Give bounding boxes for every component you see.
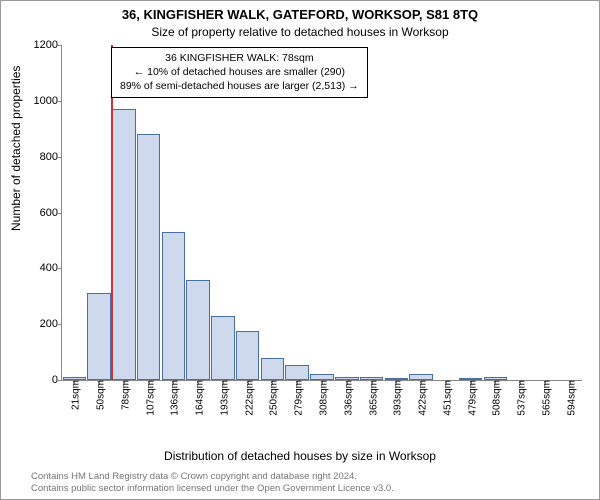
x-tick-label: 479sqm xyxy=(463,380,478,416)
page-title: 36, KINGFISHER WALK, GATEFORD, WORKSOP, … xyxy=(1,7,599,22)
infobox-line2: ← 10% of detached houses are smaller (29… xyxy=(120,65,359,79)
property-info-box: 36 KINGFISHER WALK: 78sqm ← 10% of detac… xyxy=(111,47,368,98)
x-axis-label: Distribution of detached houses by size … xyxy=(1,449,599,463)
page-subtitle: Size of property relative to detached ho… xyxy=(1,25,599,39)
histogram-bar xyxy=(137,134,161,380)
y-tick-mark xyxy=(58,380,62,381)
y-axis-label: Number of detached properties xyxy=(9,66,23,231)
histogram-bar xyxy=(236,331,260,380)
x-tick-label: 336sqm xyxy=(339,380,354,416)
x-tick-label: 50sqm xyxy=(92,380,107,410)
x-tick-label: 279sqm xyxy=(290,380,305,416)
y-tick-mark xyxy=(58,101,62,102)
x-tick-label: 250sqm xyxy=(265,380,280,416)
y-tick-mark xyxy=(58,157,62,158)
footer-line1: Contains HM Land Registry data © Crown c… xyxy=(31,471,589,483)
y-tick-mark xyxy=(58,45,62,46)
x-tick-label: 21sqm xyxy=(67,380,82,410)
histogram-bar xyxy=(285,365,309,380)
x-tick-label: 565sqm xyxy=(537,380,552,416)
x-tick-label: 594sqm xyxy=(562,380,577,416)
histogram-bar xyxy=(211,316,235,380)
x-tick-label: 422sqm xyxy=(414,380,429,416)
y-tick-mark xyxy=(58,213,62,214)
x-tick-label: 136sqm xyxy=(166,380,181,416)
footer-attribution: Contains HM Land Registry data © Crown c… xyxy=(31,471,589,495)
x-tick-label: 308sqm xyxy=(315,380,330,416)
x-tick-label: 365sqm xyxy=(364,380,379,416)
infobox-line1: 36 KINGFISHER WALK: 78sqm xyxy=(120,51,359,65)
x-tick-label: 107sqm xyxy=(141,380,156,416)
histogram-bar xyxy=(186,280,210,381)
footer-line2: Contains public sector information licen… xyxy=(31,483,589,495)
x-tick-label: 78sqm xyxy=(116,380,131,410)
x-tick-label: 193sqm xyxy=(215,380,230,416)
x-tick-label: 451sqm xyxy=(438,380,453,416)
infobox-line3: 89% of semi-detached houses are larger (… xyxy=(120,79,359,93)
histogram-bar xyxy=(87,293,111,380)
x-tick-label: 393sqm xyxy=(389,380,404,416)
histogram-bar xyxy=(261,358,285,380)
x-tick-label: 222sqm xyxy=(240,380,255,416)
histogram-bar xyxy=(162,232,186,380)
x-tick-label: 164sqm xyxy=(191,380,206,416)
x-tick-label: 537sqm xyxy=(513,380,528,416)
histogram-bar xyxy=(112,109,136,380)
y-tick-mark xyxy=(58,268,62,269)
x-tick-label: 508sqm xyxy=(488,380,503,416)
y-tick-mark xyxy=(58,324,62,325)
